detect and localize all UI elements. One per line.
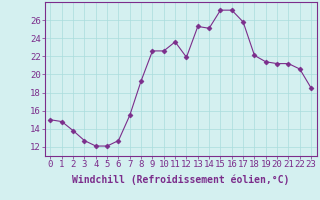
X-axis label: Windchill (Refroidissement éolien,°C): Windchill (Refroidissement éolien,°C) (72, 175, 290, 185)
